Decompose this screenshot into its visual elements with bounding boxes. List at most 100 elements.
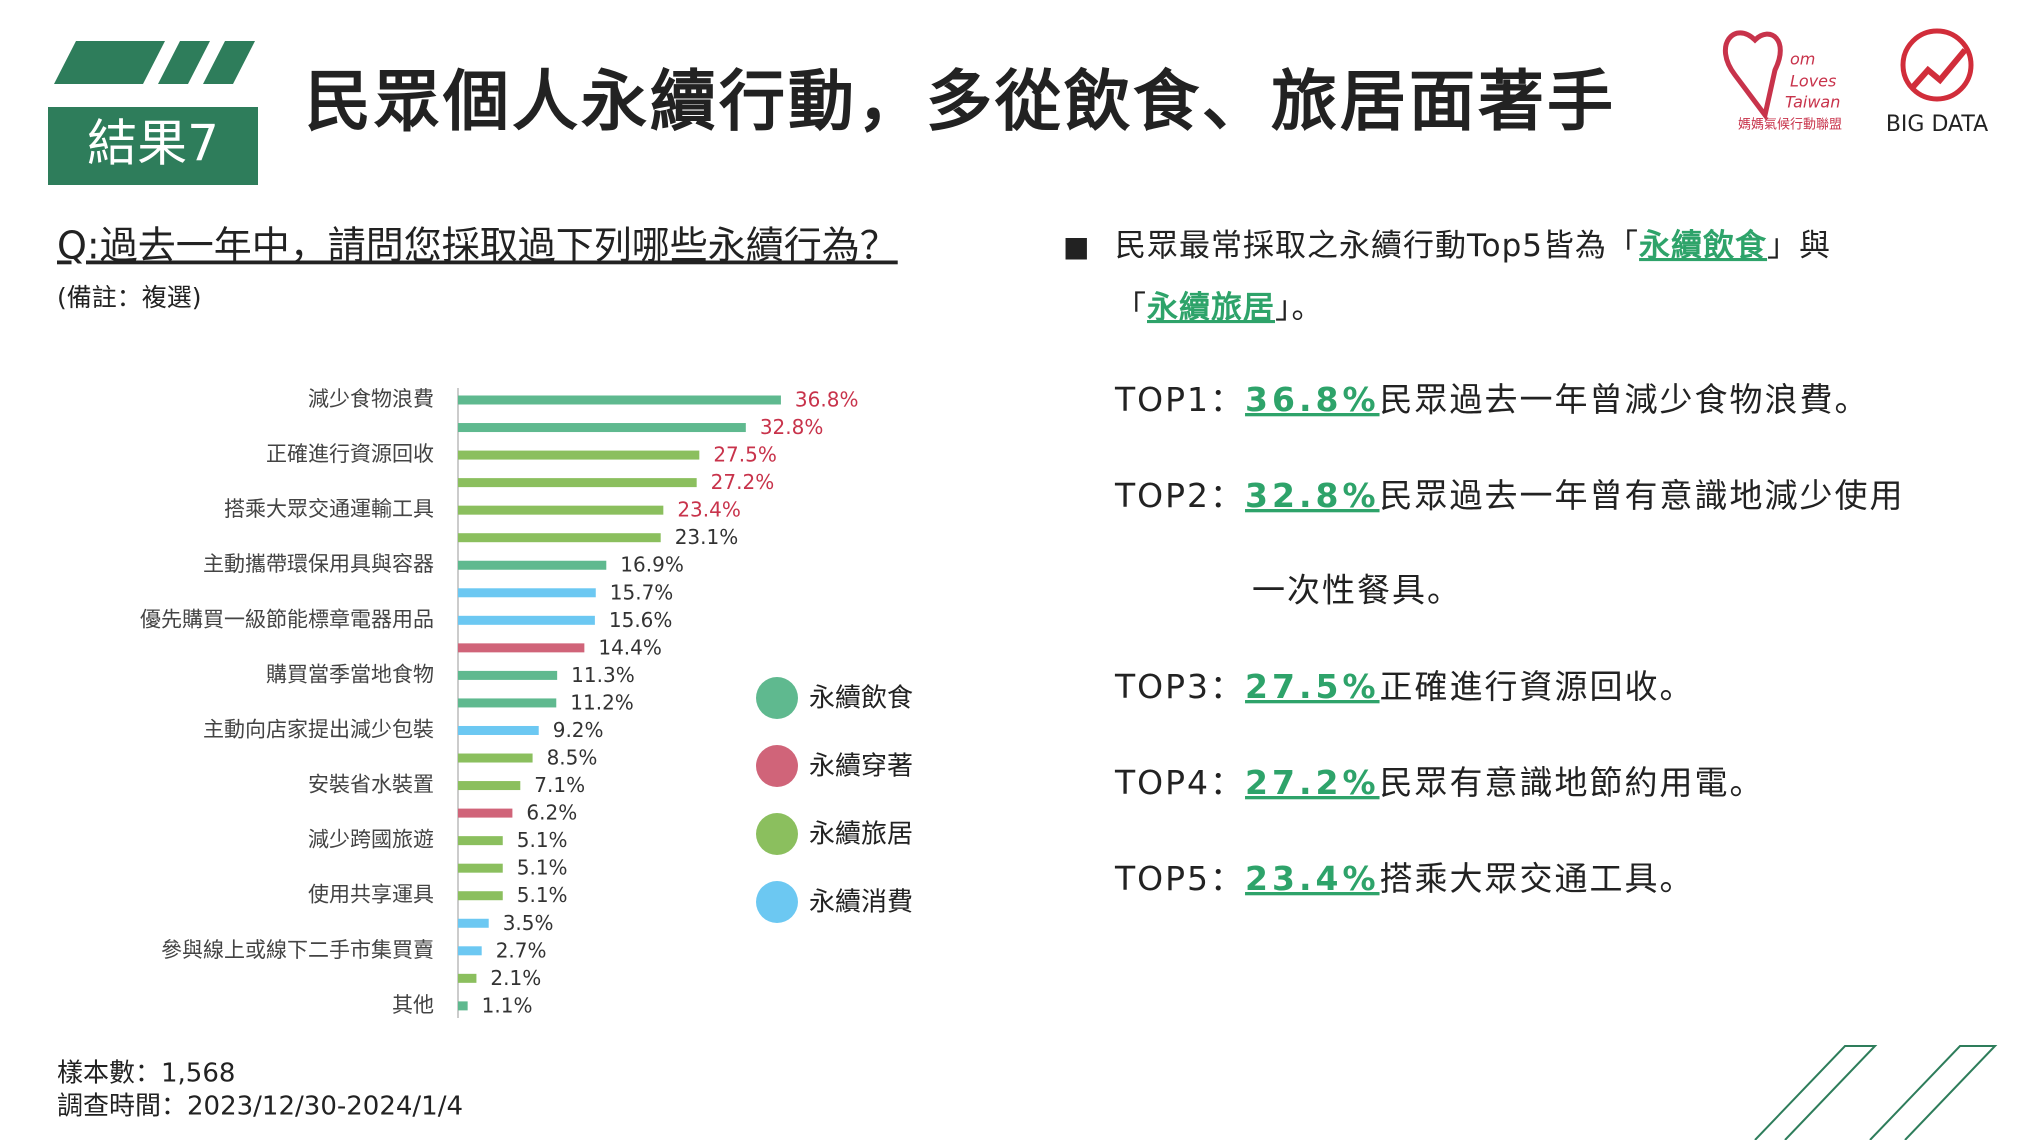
value-label: 11.2% — [570, 690, 634, 714]
top-text: 正確進行資源回收。 — [1380, 667, 1695, 706]
bar — [458, 891, 503, 901]
legend-label: 永續旅居 — [809, 820, 913, 850]
bar — [458, 725, 539, 735]
bullet: ■ — [1063, 230, 1089, 263]
bar — [458, 588, 596, 598]
value-label: 5.1% — [517, 856, 568, 880]
logo-text: BIG DATA — [1886, 112, 1988, 137]
bar — [458, 643, 585, 653]
category-label: 主動向店家提出減少包裝 — [203, 717, 434, 741]
top-value: 36.8% — [1245, 380, 1380, 419]
value-label: 5.1% — [517, 883, 568, 907]
top-value: 27.2% — [1245, 763, 1380, 802]
title: 民眾個人永續行動，多從飲食、旅居面著手 — [305, 63, 1616, 140]
value-label: 23.1% — [675, 525, 739, 549]
logo-text: Taiwan — [1785, 93, 1840, 112]
logo-arrow — [1909, 48, 1968, 90]
category-label: 主動攜帶環保用具與容器 — [203, 552, 434, 576]
top-value: 23.4% — [1245, 859, 1380, 898]
value-label: 16.9% — [620, 553, 684, 577]
period: 調查時間：2023/12/30-2024/1/4 — [57, 1092, 463, 1122]
legend-swatch — [756, 813, 798, 855]
category-label: 優先購買一級節能標章電器用品 — [140, 607, 434, 631]
bar — [458, 863, 503, 873]
sample: 樣本數：1,568 — [57, 1059, 235, 1089]
logo-text: om — [1790, 50, 1815, 69]
value-label: 11.3% — [571, 663, 635, 687]
top-item: TOP5：23.4%搭乘大眾交通工具。 — [1114, 859, 1695, 898]
legend-label: 永續飲食 — [809, 684, 913, 714]
top-text: 搭乘大眾交通工具。 — [1380, 859, 1695, 898]
category-label: 減少跨國旅遊 — [308, 828, 434, 852]
bar — [458, 808, 513, 818]
bar — [458, 836, 503, 846]
bar — [458, 423, 746, 433]
bar — [458, 560, 607, 570]
bar — [458, 781, 521, 791]
top-text: 民眾過去一年曾有意識地減少使用 — [1380, 476, 1905, 515]
bar — [458, 946, 482, 956]
value-label: 9.2% — [553, 718, 604, 742]
bar — [458, 918, 489, 928]
tag: 結果7 — [87, 115, 219, 173]
summary-line: 民眾最常採取之永續行動Top5皆為「永續飲食」與 — [1115, 228, 1831, 264]
highlight: 永續飲食 — [1639, 228, 1767, 264]
value-label: 2.1% — [490, 966, 541, 990]
top-label: TOP1： — [1114, 380, 1245, 419]
bar — [458, 533, 661, 543]
top-text: 一次性餐具。 — [1252, 571, 1462, 610]
bar — [458, 478, 697, 488]
logo-text: Loves — [1790, 72, 1836, 91]
logo-circle — [1900, 28, 1974, 102]
bar — [458, 753, 533, 763]
value-label: 3.5% — [503, 911, 554, 935]
summary-line: 「永續旅居」。 — [1115, 290, 1324, 326]
value-label: 23.4% — [677, 498, 741, 522]
note: (備註：複選) — [57, 283, 202, 312]
question: Q:過去一年中，請問您採取過下列哪些永續行為？ — [57, 224, 898, 268]
summary-text: 」與 — [1767, 228, 1831, 264]
deco-lines — [1754, 1045, 1998, 1140]
value-label: 2.7% — [496, 938, 547, 962]
logo-sub: 媽媽氣候行動聯盟 — [1738, 118, 1842, 133]
bar — [458, 973, 477, 983]
top-item: TOP3：27.5%正確進行資源回收。 — [1114, 667, 1695, 706]
deco — [203, 41, 255, 84]
bar — [458, 670, 558, 680]
value-label: 6.2% — [526, 801, 577, 825]
highlight: 永續旅居 — [1147, 290, 1275, 326]
top-label: TOP2： — [1114, 476, 1245, 515]
value-label: 27.5% — [713, 443, 777, 467]
value-label: 7.1% — [534, 773, 585, 797]
value-label: 36.8% — [795, 388, 859, 412]
value-label: 1.1% — [482, 993, 533, 1017]
value-label: 15.7% — [610, 580, 674, 604]
legend-swatch — [756, 677, 798, 719]
logo-heart — [1722, 30, 1783, 121]
summary-text: 民眾最常採取之永續行動Top5皆為「 — [1115, 228, 1639, 264]
top-value: 32.8% — [1245, 476, 1380, 515]
bar — [458, 698, 557, 708]
top-value: 27.5% — [1245, 667, 1380, 706]
top-item: TOP1：36.8%民眾過去一年曾減少食物浪費。 — [1114, 380, 1870, 419]
tag-box — [48, 107, 258, 185]
legend-label: 永續消費 — [809, 888, 913, 918]
bar — [458, 615, 595, 625]
top-text: 民眾過去一年曾減少食物浪費。 — [1380, 380, 1870, 419]
category-label: 其他 — [392, 993, 434, 1017]
top-item: TOP4：27.2%民眾有意識地節約用電。 — [1114, 763, 1765, 802]
summary-text: 」。 — [1275, 290, 1324, 326]
category-label: 減少食物浪費 — [308, 387, 434, 411]
category-label: 購買當季當地食物 — [266, 662, 434, 686]
legend-swatch — [756, 745, 798, 787]
legend-swatch — [756, 881, 798, 923]
bar — [458, 450, 700, 460]
top-label: TOP5： — [1114, 859, 1245, 898]
top-label: TOP4： — [1114, 763, 1245, 802]
bar — [458, 395, 781, 405]
category-label: 參與線上或線下二手市集買賣 — [161, 938, 434, 962]
bar — [458, 1001, 468, 1011]
deco — [54, 41, 165, 84]
value-label: 32.8% — [760, 415, 824, 439]
